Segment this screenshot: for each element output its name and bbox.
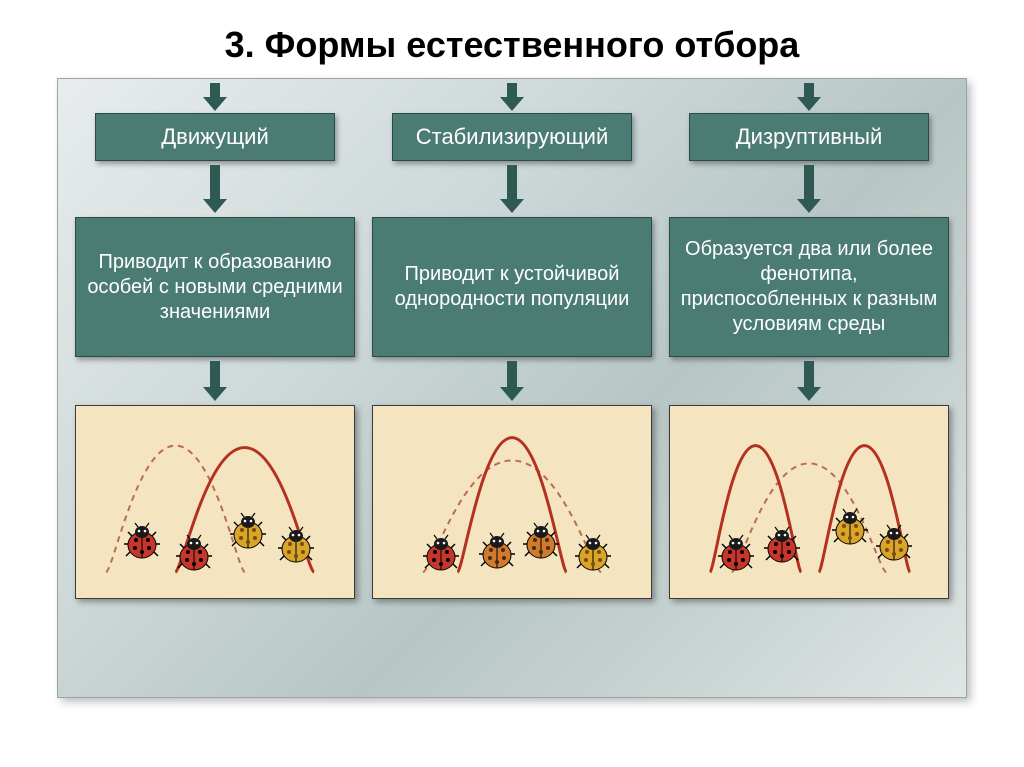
arrow-low-3 bbox=[797, 357, 821, 405]
chart-driving bbox=[75, 405, 355, 599]
bell-curves bbox=[670, 406, 948, 598]
slide: 3. Формы естественного отбора Движущий П… bbox=[0, 0, 1024, 767]
arrow-mid-1 bbox=[203, 161, 227, 217]
column-stabilizing: Стабилизирующий Приводит к устойчивой од… bbox=[367, 79, 657, 697]
arrow-top-2 bbox=[500, 83, 524, 113]
header-label: Движущий bbox=[161, 123, 269, 151]
yellow-bug-icon bbox=[872, 524, 916, 564]
header-box-disruptive: Дизруптивный bbox=[689, 113, 929, 161]
red-bug-icon bbox=[120, 522, 164, 562]
desc-text: Приводит к образованию особей с новыми с… bbox=[86, 250, 344, 325]
desc-text: Приводит к устойчивой однородности попул… bbox=[383, 262, 641, 312]
arrow-mid-3 bbox=[797, 161, 821, 217]
diagram-panel: Движущий Приводит к образованию особей с… bbox=[57, 78, 967, 698]
arrow-top-1 bbox=[203, 83, 227, 113]
desc-text: Образуется два или более фенотипа, присп… bbox=[680, 237, 938, 337]
red-bug-icon bbox=[419, 534, 463, 574]
column-disruptive: Дизруптивный Образуется два или более фе… bbox=[664, 79, 954, 697]
red-bug-icon bbox=[172, 534, 216, 574]
column-driving: Движущий Приводит к образованию особей с… bbox=[70, 79, 360, 697]
red-bug-icon bbox=[760, 526, 804, 566]
header-box-stabilizing: Стабилизирующий bbox=[392, 113, 632, 161]
desc-box-stabilizing: Приводит к устойчивой однородности попул… bbox=[372, 217, 652, 357]
orange-bug-icon bbox=[519, 522, 563, 562]
header-label: Дизруптивный bbox=[736, 123, 882, 151]
arrow-mid-2 bbox=[500, 161, 524, 217]
red-bug-icon bbox=[714, 534, 758, 574]
yellow-bug-icon bbox=[226, 512, 270, 552]
header-label: Стабилизирующий bbox=[416, 123, 609, 151]
header-box-driving: Движущий bbox=[95, 113, 335, 161]
arrow-low-2 bbox=[500, 357, 524, 405]
chart-stabilizing bbox=[372, 405, 652, 599]
columns-container: Движущий Приводит к образованию особей с… bbox=[58, 79, 966, 697]
desc-box-driving: Приводит к образованию особей с новыми с… bbox=[75, 217, 355, 357]
arrow-low-1 bbox=[203, 357, 227, 405]
desc-box-disruptive: Образуется два или более фенотипа, присп… bbox=[669, 217, 949, 357]
yellow-bug-icon bbox=[828, 508, 872, 548]
yellow-bug-icon bbox=[274, 526, 318, 566]
orange-bug-icon bbox=[475, 532, 519, 572]
slide-title: 3. Формы естественного отбора bbox=[40, 24, 984, 66]
chart-disruptive bbox=[669, 405, 949, 599]
yellow-bug-icon bbox=[571, 534, 615, 574]
arrow-top-3 bbox=[797, 83, 821, 113]
